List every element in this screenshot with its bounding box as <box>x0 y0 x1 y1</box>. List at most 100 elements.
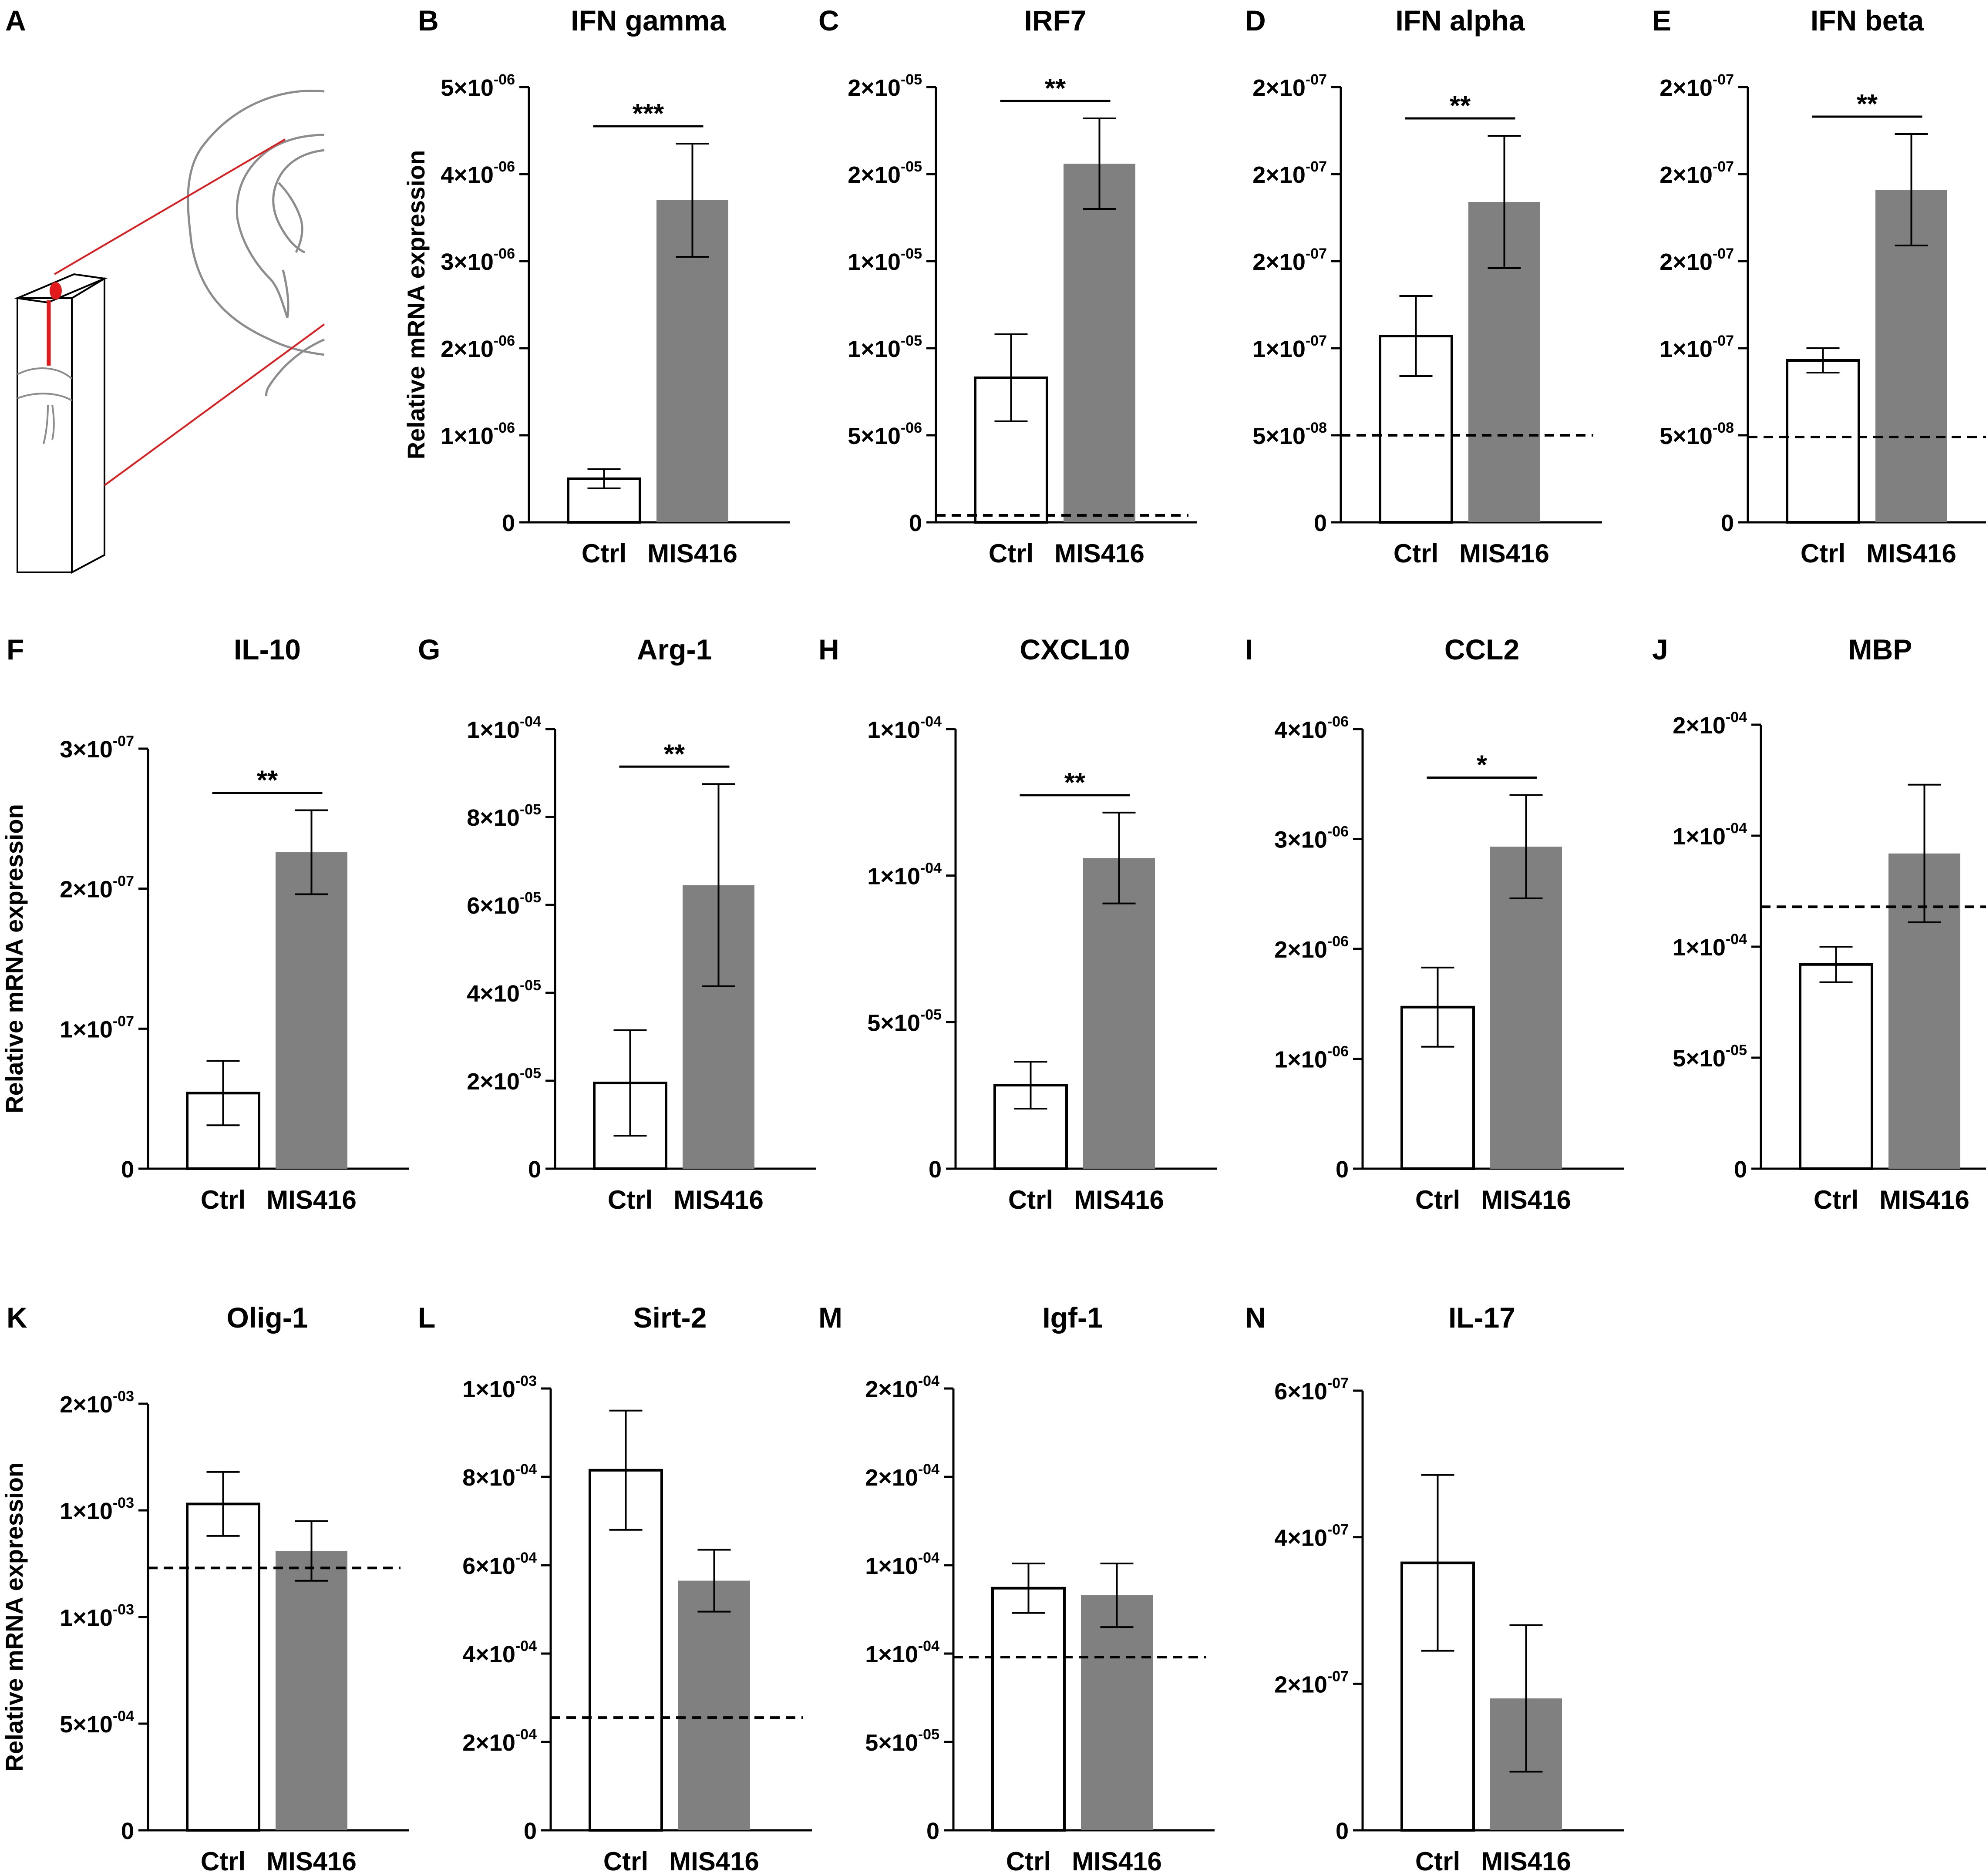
x-category-label: Ctrl <box>608 1185 653 1214</box>
y-tick-mantissa: 2×10 <box>1252 162 1306 188</box>
y-tick-label: 2×10-04 <box>865 1373 939 1402</box>
y-tick-mantissa: 0 <box>121 1818 134 1844</box>
y-tick-exponent: -03 <box>113 1601 134 1618</box>
y-tick-mantissa: 0 <box>524 1818 537 1844</box>
bar-mis416 <box>276 1551 347 1830</box>
y-tick-mantissa: 1×10 <box>441 423 494 449</box>
y-tick-exponent: -04 <box>515 1461 537 1478</box>
y-tick-label: 5×10-05 <box>1673 1042 1747 1072</box>
y-tick-label: 1×10-04 <box>1673 931 1747 961</box>
panel-letter-m: M <box>818 1301 842 1334</box>
x-category-label: Ctrl <box>582 539 626 568</box>
y-tick-mantissa: 6×10 <box>1274 1378 1327 1405</box>
y-tick-exponent: -04 <box>1726 709 1747 726</box>
y-tick-exponent: -07 <box>1306 245 1327 262</box>
y-tick-label: 0 <box>1336 1818 1349 1844</box>
y-tick-exponent: -06 <box>494 420 515 436</box>
y-tick-mantissa: 2×10 <box>1659 162 1713 188</box>
y-tick-exponent: -04 <box>515 1638 537 1654</box>
bar-ctrl <box>186 1503 260 1832</box>
y-tick-exponent: -05 <box>901 158 922 175</box>
y-tick-label: 4×10-06 <box>441 158 515 188</box>
y-tick-mantissa: 1×10 <box>1274 1047 1327 1073</box>
y-tick-exponent: -05 <box>1726 1042 1747 1059</box>
y-tick-label: 5×10-04 <box>60 1708 134 1738</box>
y-tick-label: 6×10-05 <box>467 889 541 919</box>
y-tick-label: 1×10-03 <box>60 1495 134 1524</box>
bar-mis416 <box>1083 858 1155 1169</box>
y-tick-label: 1×10-05 <box>848 245 922 275</box>
y-tick-mantissa: 2×10 <box>60 877 113 903</box>
bar-mis416 <box>276 852 347 1169</box>
y-tick-label: 4×10-07 <box>1274 1522 1349 1551</box>
y-tick-exponent: -04 <box>918 1638 939 1654</box>
panel-k-chart: K Olig-105×10-041×10-031×10-032×10-03Ctrl… <box>0 1301 409 1876</box>
significance-stars: *** <box>633 99 664 129</box>
panel-letter-k: K <box>7 1301 27 1334</box>
y-tick-mantissa: 2×10 <box>865 1465 918 1491</box>
y-tick-label: 4×10-04 <box>462 1638 537 1668</box>
y-tick-label: 0 <box>121 1157 134 1183</box>
y-tick-mantissa: 8×10 <box>467 805 520 831</box>
significance-stars: ** <box>1857 89 1878 119</box>
bar-ctrl <box>1786 359 1860 524</box>
y-tick-mantissa: 1×10 <box>848 336 901 362</box>
y-tick-exponent: -04 <box>920 713 942 730</box>
y-tick-label: 1×10-04 <box>1673 820 1747 850</box>
y-tick-exponent: -07 <box>1327 1668 1349 1684</box>
projection-lines <box>47 138 325 486</box>
y-tick-mantissa: 2×10 <box>441 336 494 362</box>
y-tick-label: 2×10-07 <box>60 873 134 903</box>
y-tick-label: 0 <box>1314 510 1327 536</box>
hippocampus-outline-icon <box>187 90 325 397</box>
chart-title: CCL2 <box>1444 633 1519 666</box>
x-category-label: Ctrl <box>201 1847 246 1876</box>
y-tick-mantissa: 5×10 <box>867 1010 920 1036</box>
x-category-label: Ctrl <box>1814 1185 1858 1214</box>
y-tick-label: 5×10-08 <box>1659 420 1734 449</box>
x-category-label: MIS416 <box>1866 539 1956 568</box>
y-tick-exponent: -03 <box>113 1495 134 1511</box>
y-tick-label: 0 <box>1721 510 1734 536</box>
bar-ctrl <box>991 1587 1066 1832</box>
y-tick-label: 2×10-03 <box>60 1388 134 1418</box>
y-tick-exponent: -05 <box>901 245 922 262</box>
y-tick-mantissa: 1×10 <box>1659 336 1713 362</box>
y-tick-mantissa: 1×10 <box>1673 824 1726 850</box>
y-tick-label: 0 <box>909 510 922 536</box>
bar-mis416 <box>1081 1595 1153 1830</box>
y-tick-label: 2×10-04 <box>462 1726 537 1756</box>
panel-l-chart: L Sirt-202×10-044×10-046×10-048×10-041×10… <box>418 1301 812 1876</box>
y-tick-mantissa: 2×10 <box>60 1392 113 1418</box>
y-tick-label: 2×10-06 <box>1274 933 1349 963</box>
y-tick-mantissa: 5×10 <box>1659 423 1713 449</box>
y-tick-label: 2×10-07 <box>1274 1668 1349 1698</box>
y-tick-label: 1×10-04 <box>867 860 942 890</box>
significance-stars: ** <box>664 739 685 769</box>
y-tick-exponent: -04 <box>515 1726 537 1743</box>
y-tick-mantissa: 3×10 <box>1274 827 1327 853</box>
y-tick-label: 2×10-04 <box>865 1461 939 1491</box>
chart-title: IL-10 <box>234 633 301 666</box>
y-tick-exponent: -03 <box>515 1373 537 1389</box>
y-tick-mantissa: 2×10 <box>1252 75 1306 101</box>
panel-b-chart: B IFN gamma01×10-062×10-063×10-064×10-065… <box>402 4 790 568</box>
y-tick-exponent: -06 <box>494 245 515 262</box>
y-tick-label: 4×10-06 <box>1274 713 1349 743</box>
y-tick-mantissa: 2×10 <box>1252 249 1306 275</box>
bar-ctrl <box>974 377 1048 524</box>
y-tick-exponent: -04 <box>918 1373 939 1389</box>
y-tick-exponent: -07 <box>1306 333 1327 349</box>
y-tick-label: 6×10-04 <box>462 1550 537 1579</box>
y-tick-label: 2×10-04 <box>1673 709 1747 739</box>
y-tick-mantissa: 2×10 <box>1274 937 1327 963</box>
y-tick-mantissa: 0 <box>528 1157 541 1183</box>
panel-letter-l: L <box>418 1301 435 1334</box>
y-tick-exponent: -05 <box>920 1006 942 1023</box>
x-category-label: MIS416 <box>1481 1185 1571 1214</box>
y-tick-mantissa: 1×10 <box>848 249 901 275</box>
y-tick-mantissa: 2×10 <box>1659 75 1713 101</box>
significance-stars: ** <box>257 766 278 796</box>
y-tick-mantissa: 0 <box>929 1157 942 1183</box>
